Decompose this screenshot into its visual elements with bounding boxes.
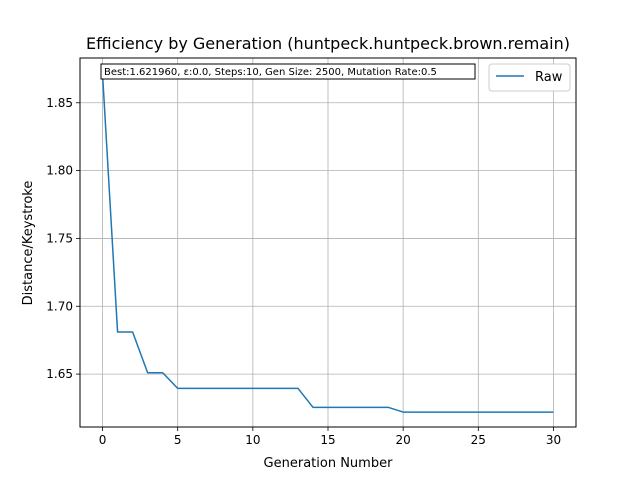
y-tick-label: 1.75 <box>46 231 73 245</box>
y-axis-label: Distance/Keystroke <box>21 181 36 306</box>
x-tick-label: 25 <box>471 433 486 447</box>
chart-title: Efficiency by Generation (huntpeck.huntp… <box>86 34 570 53</box>
x-tick-label: 10 <box>245 433 260 447</box>
x-tick-label: 20 <box>396 433 411 447</box>
y-axis-ticks: 1.65 1.70 1.75 1.80 1.85 <box>46 96 80 381</box>
legend-frame <box>488 63 571 92</box>
x-tick-label: 5 <box>174 433 182 447</box>
y-tick-label: 1.80 <box>46 164 73 178</box>
grid <box>80 58 576 427</box>
y-tick-label: 1.65 <box>46 367 73 381</box>
annotation-text: Best:1.621960, ε:0.0, Steps:10, Gen Size… <box>104 67 437 78</box>
x-axis-ticks: 0 5 10 15 20 25 30 <box>99 427 561 447</box>
legend-label-raw: Raw <box>535 70 563 85</box>
annotation-frame <box>100 63 476 80</box>
series-line-raw <box>101 74 554 413</box>
series-layer <box>101 74 554 413</box>
x-tick-label: 30 <box>546 433 561 447</box>
y-tick-label: 1.85 <box>46 96 73 110</box>
annotation-box: Best:1.621960, ε:0.0, Steps:10, Gen Size… <box>100 63 476 80</box>
x-tick-label: 15 <box>320 433 335 447</box>
x-axis-label: Generation Number <box>264 456 394 471</box>
legend: Raw <box>488 63 571 92</box>
x-tick-label: 0 <box>99 433 107 447</box>
y-tick-label: 1.70 <box>46 299 73 313</box>
